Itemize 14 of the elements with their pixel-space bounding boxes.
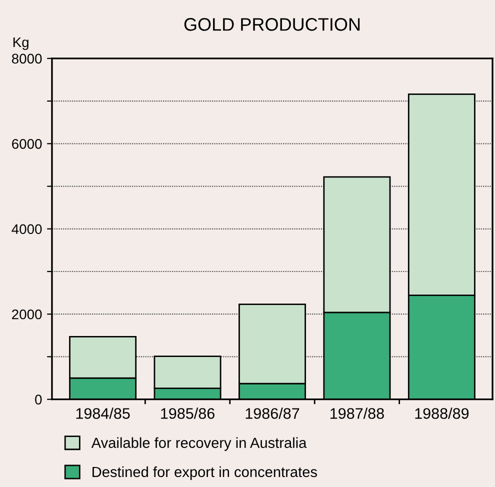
x-tick-label: 1985/86: [161, 408, 214, 419]
chart-title: GOLD PRODUCTION: [184, 18, 360, 31]
x-tick-label: 1986/87: [246, 408, 300, 419]
y-axis-title: Kg: [13, 37, 28, 50]
x-tick-label: 1984/85: [76, 408, 130, 419]
x-tick-label: 1988/89: [415, 408, 469, 419]
y-tick-label: 8000: [12, 54, 42, 64]
x-tick-label: 1987/88: [330, 408, 384, 419]
y-tick-label: 0: [35, 394, 42, 405]
legend-label: Available for recovery in Australia: [91, 437, 307, 451]
y-tick-label: 6000: [12, 139, 42, 149]
y-tick-label: 4000: [12, 224, 42, 234]
legend-label: Destined for export in concentrates: [92, 466, 317, 480]
y-tick-label: 2000: [12, 309, 42, 320]
